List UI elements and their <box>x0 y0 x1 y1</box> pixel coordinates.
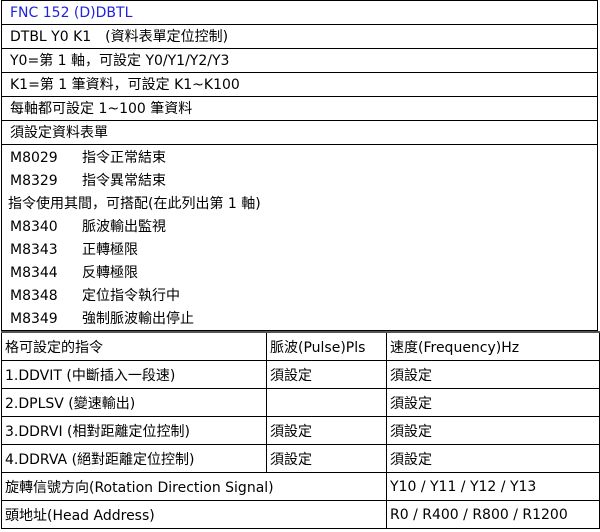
column-header: 速度(Frequency)Hz <box>386 331 600 361</box>
flag-item: M8349 強制脈波輸出停止 <box>10 311 194 327</box>
header-row: Y0=第 1 軸，可設定 Y0/Y1/Y2/Y3 <box>2 49 597 73</box>
flag-item: M8348 定位指令執行中 <box>10 288 180 304</box>
cell: 旋轉信號方向(Rotation Direction Signal) <box>1 472 387 501</box>
cell: 3.DDRVI (相對距離定位控制) <box>1 416 267 445</box>
table-row: 4.DDRVA (絕對距離定位控制) 須設定 須設定 <box>1 444 600 473</box>
flags-block: M8029 指令正常結束 M8329 指令異常結束 指令使用其間，可搭配(在此列出第… <box>2 145 597 331</box>
flag-item: M8343 正轉極限 <box>10 242 138 258</box>
flag-item: M8329 指令異常結束 <box>10 173 166 189</box>
cell: 須設定 <box>266 360 387 389</box>
column-header: 格可設定的指令 <box>1 331 267 361</box>
settable-instructions-table: 格可設定的指令 脈波(Pulse)Pls 速度(Frequency)Hz 1.D… <box>1 331 600 529</box>
table-row: 2.DPLSV (變速輸出) 須設定 <box>1 388 600 417</box>
instruction-info-table: FNC 152 (D)DBTL DTBL Y0 K1 (資料表單定位控制) Y0… <box>1 0 598 331</box>
cell: 4.DDRVA (絕對距離定位控制) <box>1 444 267 473</box>
cell: R0 / R400 / R800 / R1200 <box>386 500 600 529</box>
cell: Y10 / Y11 / Y12 / Y13 <box>386 472 600 501</box>
cell: 須設定 <box>386 416 600 445</box>
header-row: 每軸都可設定 1~100 筆資料 <box>2 97 597 121</box>
cell: 須設定 <box>386 360 600 389</box>
cell: 須設定 <box>386 444 600 473</box>
usage-note: 指令使用其間，可搭配(在此列出第 1 軸) <box>8 196 261 212</box>
cell: 須設定 <box>266 416 387 445</box>
cell: 須設定 <box>266 444 387 473</box>
cell: 須設定 <box>386 388 600 417</box>
column-header: 脈波(Pulse)Pls <box>266 331 387 361</box>
flag-item: M8340 脈波輸出監視 <box>10 219 166 235</box>
header-row: DTBL Y0 K1 (資料表單定位控制) <box>2 25 597 49</box>
header-row: K1=第 1 筆資料，可設定 K1~K100 <box>2 73 597 97</box>
rotation-direction-row: 旋轉信號方向(Rotation Direction Signal) Y10 / … <box>1 472 600 501</box>
cell <box>266 388 387 417</box>
table-row: 3.DDRVI (相對距離定位控制) 須設定 須設定 <box>1 416 600 445</box>
cell: 2.DPLSV (變速輸出) <box>1 388 267 417</box>
instruction-title: FNC 152 (D)DBTL <box>2 1 597 25</box>
head-address-row: 頭地址(Head Address) R0 / R400 / R800 / R12… <box>1 500 600 529</box>
table-header-row: 格可設定的指令 脈波(Pulse)Pls 速度(Frequency)Hz <box>1 331 600 361</box>
cell: 1.DDVIT (中斷插入一段速) <box>1 360 267 389</box>
table-row: 1.DDVIT (中斷插入一段速) 須設定 須設定 <box>1 360 600 389</box>
cell: 頭地址(Head Address) <box>1 500 387 529</box>
header-row: 須設定資料表單 <box>2 121 597 145</box>
flag-item: M8029 指令正常結束 <box>10 150 166 166</box>
flag-item: M8344 反轉極限 <box>10 265 138 281</box>
